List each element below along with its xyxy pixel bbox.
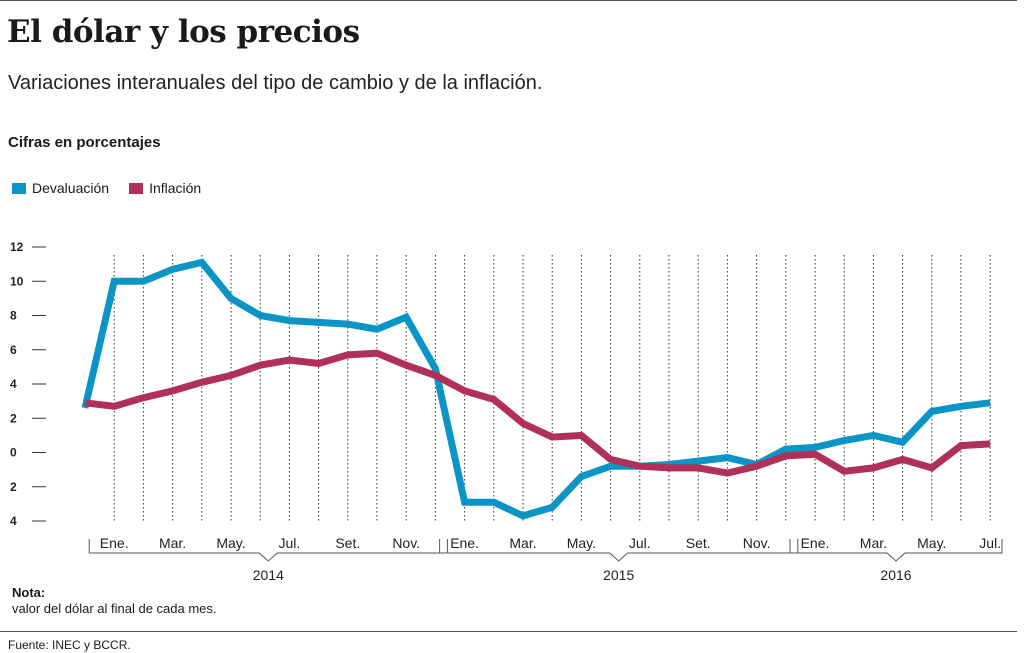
x-tick-label: Jul. [979,535,1001,551]
x-tick-label: Mar. [159,535,186,551]
year-bracket [789,539,1003,562]
legend-item-inflacion: Inflación [129,180,201,196]
legend: Devaluación Inflación [12,180,201,196]
y-axis: 12 10 8 6 4 2 0 2 4 [10,240,46,528]
bottom-rule [0,631,1017,632]
legend-swatch-devaluacion [12,182,26,194]
x-tick-label: Ene. [801,535,830,551]
y-tick-label: 0 [10,446,17,460]
x-tick-label: Mar. [509,535,536,551]
note-text: valor del dólar al final de cada mes. [12,601,217,616]
top-rule [0,0,1017,1]
y-tick-label: 8 [10,309,17,323]
units-label: Cifras en porcentajes [8,134,161,151]
legend-label-devaluacion: Devaluación [32,180,110,196]
x-tick-label: Mar. [860,535,887,551]
year-label: 2016 [880,567,911,583]
x-tick-label: Jul. [279,535,301,551]
y-tick-label: 2 [10,480,17,494]
chart-subtitle: Variaciones interanuales del tipo de cam… [8,72,543,94]
y-tick-label: 2 [10,411,17,425]
y-tick-label: 6 [10,343,17,357]
note: Nota: valor del dólar al final de cada m… [12,585,217,617]
chart-title: El dólar y los precios [7,14,360,50]
x-tick-label: May. [216,535,245,551]
series-line-inflacion [84,349,991,477]
x-tick-label: Set. [335,535,360,551]
legend-item-devaluacion: Devaluación [12,180,109,196]
source-credit: Fuente: INEC y BCCR. [8,638,131,652]
note-label: Nota: [12,585,46,600]
y-tick-label: 10 [10,274,24,288]
y-tick-label: 4 [10,514,17,528]
x-tick-label: Nov. [392,535,420,551]
x-tick-label: Ene. [450,535,479,551]
x-tick-label: May. [567,535,596,551]
y-tick-label: 4 [10,377,17,391]
legend-swatch-inflacion [129,182,144,194]
x-axis: Ene. Mar. May. Jul. Set. Nov. Ene. Mar. May. Jul.… [88,535,1003,583]
series-line-devaluacion [81,258,991,520]
x-tick-label: May. [917,535,946,551]
year-label: 2015 [603,567,634,583]
x-tick-label: Set. [686,535,711,551]
grid-lines [113,255,991,523]
x-tick-label: Jul. [629,535,651,551]
series-lines [81,258,991,520]
legend-label-inflacion: Inflación [149,180,202,196]
x-tick-label: Ene. [100,535,129,551]
y-tick-label: 12 [10,240,24,254]
x-tick-label: Nov. [743,535,771,551]
year-label: 2014 [253,567,284,583]
